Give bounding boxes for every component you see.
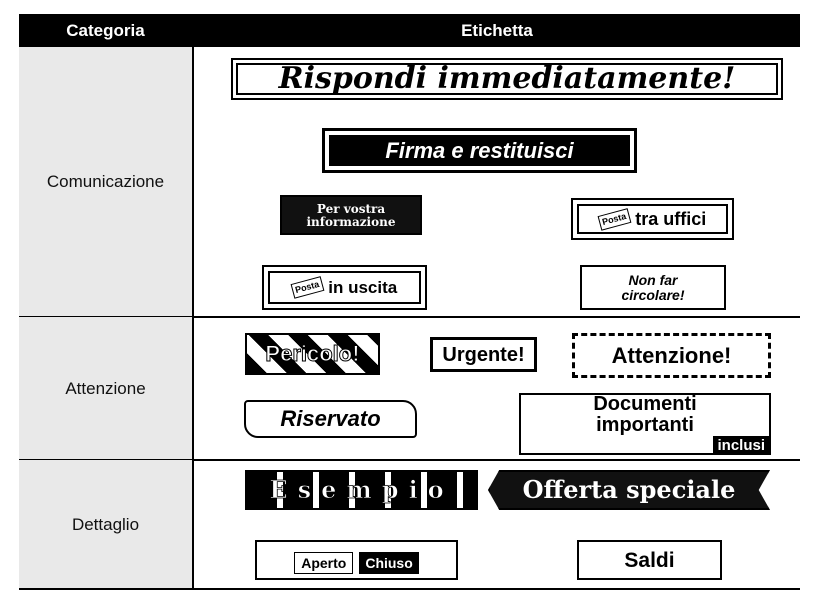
label-sample: Posta tra uffici (571, 198, 734, 240)
label-text: importanti (596, 413, 694, 436)
label-text: in uscita (328, 278, 398, 297)
label-text: Urgente! (442, 343, 525, 366)
header-category: Categoria (19, 14, 192, 47)
category-cell: Attenzione (19, 317, 192, 460)
label-sample: Non far circolare! (580, 265, 726, 310)
header-label: Etichetta (194, 14, 800, 47)
label-sample: Per vostra informazione (280, 195, 422, 235)
label-text: Pericolo! (265, 341, 360, 366)
label-sample: Aperto Chiuso (255, 540, 458, 580)
label-sample: Rispondi immediatamente! (231, 58, 783, 100)
label-text: Posta (597, 207, 631, 231)
label-sample: Posta in uscita (262, 265, 427, 310)
row-divider (19, 459, 800, 461)
label-sample: Saldi (577, 540, 722, 580)
label-text: Firma e restituisci (385, 137, 574, 163)
category-cell: Dettaglio (19, 460, 192, 589)
label-text: informazione (306, 214, 396, 229)
column-divider (192, 14, 194, 589)
label-sample: Esempio (245, 470, 478, 510)
label-sample: Attenzione! (572, 333, 771, 378)
label-text: Esempio (269, 475, 454, 504)
label-text: tra uffici (635, 209, 707, 229)
label-text: Per vostra (316, 201, 386, 216)
label-text: Documenti (593, 393, 697, 415)
label-sample: Urgente! (430, 337, 537, 372)
label-text: Rispondi immediatamente! (278, 61, 736, 96)
label-text: Aperto (294, 552, 354, 574)
label-text: Non far (628, 272, 678, 288)
category-cell: Comunicazione (19, 47, 192, 317)
label-text: Chiuso (359, 552, 419, 574)
label-sample: Firma e restituisci (322, 128, 637, 173)
label-sample: Offerta speciale (488, 470, 770, 510)
label-text: Riservato (280, 406, 381, 431)
label-text: Offerta speciale (522, 475, 736, 504)
label-text: inclusi (713, 435, 769, 453)
label-text: circolare! (621, 287, 685, 303)
label-text: Posta (290, 276, 324, 299)
label-sample: Pericolo! (245, 333, 380, 375)
label-text: Attenzione! (611, 342, 732, 368)
label-sample: Documenti importanti inclusi (519, 393, 771, 455)
label-text: Saldi (624, 548, 675, 572)
label-sample: Riservato (244, 400, 417, 438)
row-divider (19, 316, 800, 318)
